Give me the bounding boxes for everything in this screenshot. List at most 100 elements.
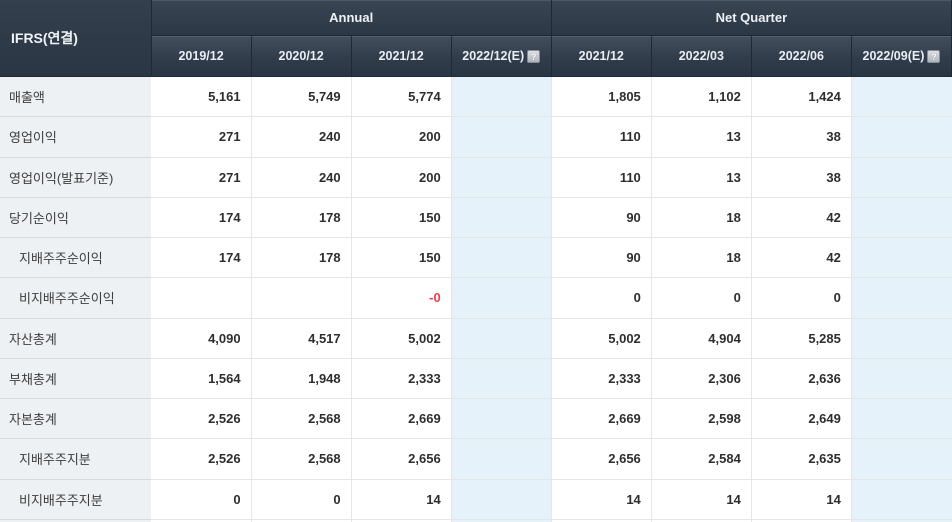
data-cell: 4,090 <box>151 318 252 359</box>
data-cell: 13 <box>651 116 752 158</box>
data-cell <box>451 398 552 440</box>
data-cell: 271 <box>151 157 252 198</box>
table-body: 매출액 5,161 5,749 5,774 1,805 1,102 1,424 영업이익 271… <box>0 76 952 522</box>
help-icon[interactable]: ? <box>527 50 541 64</box>
data-cell: 169 <box>251 519 352 522</box>
data-cell: 110 <box>551 116 652 158</box>
table-row: 영업이익 271 240 200 110 13 38 <box>0 116 952 158</box>
data-cell: 1,424 <box>751 76 852 118</box>
data-cell: 174 <box>151 197 252 239</box>
data-cell <box>851 398 952 440</box>
data-cell: 38 <box>751 116 852 158</box>
data-cell: 5,285 <box>751 318 852 359</box>
data-cell: 2,669 <box>551 398 652 440</box>
data-cell: 200 <box>351 157 452 198</box>
data-cell <box>851 277 952 319</box>
column-header-2021-12: 2021/12 <box>351 35 452 77</box>
data-cell: 14 <box>551 479 652 520</box>
data-cell: 4,517 <box>251 318 352 359</box>
table-row: 자본금169169169169169169 <box>0 519 952 522</box>
data-cell: 13 <box>651 157 752 198</box>
table-row: 부채총계 1,564 1,948 2,333 2,333 2,306 2,636 <box>0 358 952 400</box>
row-label: 매출액 <box>0 76 152 118</box>
group-header-annual: Annual <box>151 0 552 36</box>
table-row: 비지배주주순이익 -0 0 0 0 <box>0 277 952 319</box>
column-header-label: 2022/12(E) <box>462 48 525 63</box>
table-row: 자본총계 2,526 2,568 2,669 2,669 2,598 2,649 <box>0 398 952 440</box>
data-cell: 2,598 <box>651 398 752 440</box>
data-cell: 0 <box>151 479 252 520</box>
data-cell <box>251 277 352 319</box>
data-cell: 169 <box>351 519 452 522</box>
data-cell <box>851 438 952 480</box>
data-cell: 2,526 <box>151 398 252 440</box>
row-label: 자본금 <box>0 519 152 522</box>
data-cell <box>851 157 952 198</box>
column-header-q-2021-12: 2021/12 <box>551 35 652 77</box>
column-header-q-2022-06: 2022/06 <box>751 35 852 77</box>
data-cell <box>451 277 552 319</box>
column-header-2020-12: 2020/12 <box>251 35 352 77</box>
data-cell: 5,002 <box>351 318 452 359</box>
table-row: 영업이익(발표기준) 271 240 200 110 13 38 <box>0 157 952 198</box>
data-cell: 5,161 <box>151 76 252 118</box>
column-header-label: 2019/12 <box>178 49 224 63</box>
data-cell <box>851 358 952 400</box>
table-row: 당기순이익 174 178 150 90 18 42 <box>0 197 952 239</box>
data-cell <box>451 438 552 480</box>
data-cell: 38 <box>751 157 852 198</box>
column-header-2019-12: 2019/12 <box>151 35 252 77</box>
data-cell: 4,904 <box>651 318 752 359</box>
data-cell: 42 <box>751 197 852 239</box>
table-row: 비지배주주지분 0 0 14 14 14 14 <box>0 479 952 520</box>
data-cell: 2,333 <box>351 358 452 400</box>
help-icon[interactable]: ? <box>927 50 941 64</box>
data-cell: 18 <box>651 237 752 279</box>
data-cell: 169 <box>751 519 852 522</box>
data-cell: 2,669 <box>351 398 452 440</box>
data-cell: 2,656 <box>351 438 452 480</box>
data-cell: 2,568 <box>251 438 352 480</box>
column-header-q-2022-03: 2022/03 <box>651 35 752 77</box>
data-cell: 271 <box>151 116 252 158</box>
column-header-label: 2020/12 <box>278 49 324 63</box>
row-label: 영업이익(발표기준) <box>0 157 152 198</box>
data-cell: 169 <box>551 519 652 522</box>
data-cell <box>851 519 952 522</box>
data-cell <box>451 358 552 400</box>
column-header-label: 2022/03 <box>678 49 724 63</box>
data-cell <box>451 318 552 359</box>
data-cell: 2,568 <box>251 398 352 440</box>
row-label: 부채총계 <box>0 358 152 400</box>
row-label: 지배주주순이익 <box>0 237 152 279</box>
data-cell: 2,333 <box>551 358 652 400</box>
data-cell: 0 <box>251 479 352 520</box>
row-label: 지배주주지분 <box>0 438 152 480</box>
data-cell <box>851 76 952 118</box>
data-cell: 1,564 <box>151 358 252 400</box>
data-cell: 0 <box>751 277 852 319</box>
data-cell: 169 <box>151 519 252 522</box>
data-cell: 14 <box>751 479 852 520</box>
data-cell <box>451 479 552 520</box>
data-cell <box>851 197 952 239</box>
row-label: 자산총계 <box>0 318 152 359</box>
data-cell: 2,635 <box>751 438 852 480</box>
data-cell: 14 <box>651 479 752 520</box>
data-cell: 2,636 <box>751 358 852 400</box>
data-cell: 2,584 <box>651 438 752 480</box>
data-cell <box>851 318 952 359</box>
row-label: 비지배주주순이익 <box>0 277 152 319</box>
column-header-2022-12-estimate: 2022/12(E)? <box>451 35 552 77</box>
data-cell <box>151 277 252 319</box>
column-header-label: 2021/12 <box>378 49 424 63</box>
row-label: 당기순이익 <box>0 197 152 239</box>
data-cell: 150 <box>351 197 452 239</box>
data-cell: 18 <box>651 197 752 239</box>
data-cell: 2,649 <box>751 398 852 440</box>
data-cell <box>851 479 952 520</box>
data-cell: 2,526 <box>151 438 252 480</box>
row-label: 영업이익 <box>0 116 152 158</box>
data-cell: 1,805 <box>551 76 652 118</box>
